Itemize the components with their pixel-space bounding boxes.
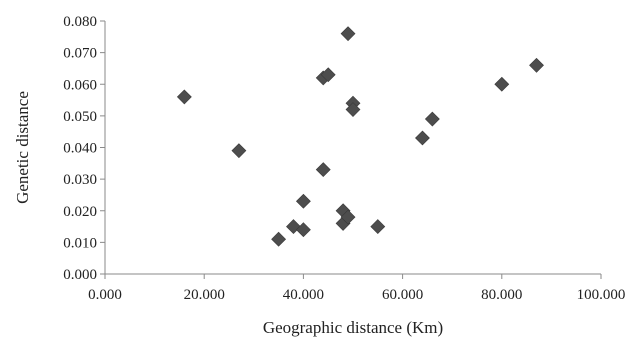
- y-tick-label: 0.020: [63, 204, 97, 220]
- data-point: [295, 222, 311, 238]
- x-axis-title: Geographic distance (Km): [263, 318, 443, 337]
- y-tick-label: 0.000: [63, 267, 97, 283]
- y-tick-label: 0.010: [63, 235, 97, 251]
- data-points: [176, 26, 544, 247]
- data-point: [345, 102, 361, 117]
- data-point: [176, 89, 192, 105]
- y-tick-label: 0.060: [63, 77, 97, 93]
- x-tick-label: 0.000: [88, 287, 122, 303]
- y-tick-label: 0.050: [63, 109, 97, 125]
- x-axis-ticks: 0.000 20.000 40.000 60.000 80.000 100.000: [88, 274, 625, 303]
- x-tick-label: 60.000: [382, 287, 423, 303]
- x-tick-label: 100.000: [577, 287, 626, 303]
- x-tick-label: 80.000: [481, 287, 522, 303]
- data-point: [340, 209, 356, 225]
- data-point: [320, 67, 336, 83]
- data-point: [231, 143, 247, 159]
- y-tick-label: 0.080: [63, 14, 97, 30]
- data-point: [415, 130, 430, 146]
- data-point: [271, 231, 287, 247]
- data-point: [424, 111, 440, 127]
- data-point: [295, 193, 311, 209]
- y-tick-label: 0.030: [63, 172, 97, 188]
- x-tick-label: 40.000: [283, 287, 324, 303]
- data-point: [529, 57, 544, 73]
- y-tick-label: 0.070: [63, 46, 97, 62]
- x-tick-label: 20.000: [184, 287, 225, 303]
- data-point: [494, 76, 510, 92]
- data-point: [315, 162, 331, 178]
- y-axis-ticks: 0.000 0.010 0.020 0.030 0.040 0.050 0.060 0.070…: [63, 14, 105, 283]
- data-point: [370, 219, 386, 234]
- axes: [104, 21, 601, 275]
- data-point: [340, 26, 356, 42]
- y-tick-label: 0.040: [63, 141, 97, 157]
- y-axis-title: Genetic distance: [13, 91, 32, 204]
